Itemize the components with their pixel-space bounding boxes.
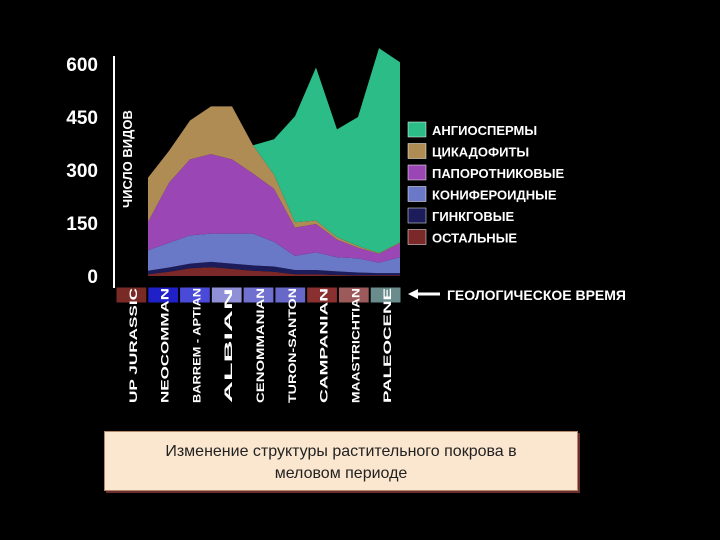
time-arrow-label: ГЕОЛОГИЧЕСКОЕ ВРЕМЯ (447, 287, 626, 303)
legend-label: ГИНКГОВЫЕ (432, 209, 514, 224)
legend: АНГИОСПЕРМЫ ЦИКАДОФИТЫ ПАПОРОТНИКОВЫЕ КОНИФ… (407, 121, 564, 246)
period-label: CAMPANIAN (319, 288, 331, 403)
area-series-5 (148, 48, 400, 254)
period-label: ALBIAN (223, 288, 235, 403)
y-tick-label: 0 (87, 267, 98, 288)
y-tick-label: 300 (66, 161, 98, 182)
period-segment (306, 286, 338, 304)
period-segment (147, 286, 180, 304)
area-series-1 (148, 261, 400, 276)
y-tick-label: 600 (66, 55, 98, 76)
period-label: MAASTRICHTIAN (350, 288, 362, 403)
period-label: BARREM - APTIAN (191, 288, 203, 403)
time-arrow-head-icon (408, 289, 418, 299)
legend-label: ПАПОРОТНИКОВЫЕ (432, 166, 564, 181)
geologic-period-bar: UP JURASSIC NEOCOMMAN BARREM - APTIAN ALBIA… (115, 286, 402, 403)
caption-line-2: меловом периоде (274, 465, 408, 482)
legend-swatch (407, 186, 427, 202)
legend-swatch (407, 143, 427, 159)
legend-swatch (407, 207, 427, 224)
period-label: CENOMMANIAN (255, 288, 267, 403)
area-series-4 (148, 106, 400, 254)
area-series-0 (148, 267, 400, 276)
period-label: UP JURASSIC (128, 288, 140, 403)
y-tick-label: 150 (66, 214, 98, 235)
legend-label: АНГИОСПЕРМЫ (432, 123, 537, 138)
legend-label: КОНИФЕРОИДНЫЕ (432, 188, 557, 203)
period-segment (210, 286, 243, 304)
legend-swatch (407, 229, 427, 245)
period-segment (274, 286, 307, 304)
legend-swatch (407, 164, 427, 181)
caption-line-1: Изменение структуры растительного покров… (165, 443, 517, 460)
period-segment (115, 286, 148, 304)
legend-label: ЦИКАДОФИТЫ (432, 145, 529, 160)
y-axis: 0 150 300 450 600 (66, 55, 115, 288)
y-axis-label: ЧИСЛО ВИДОВ (120, 110, 135, 208)
period-segment (179, 286, 211, 304)
period-segment (242, 286, 275, 304)
area-series-2 (148, 233, 400, 274)
legend-swatch (407, 121, 427, 138)
period-segment (337, 286, 370, 304)
period-segment (369, 286, 402, 304)
caption-box: Изменение структуры растительного покров… (104, 431, 578, 491)
period-label: TURON-SANTON (287, 288, 299, 403)
area-series-3 (148, 154, 400, 263)
period-label: PALEOCENE (382, 288, 394, 403)
period-label: NEOCOMMAN (160, 288, 172, 403)
time-arrow: ГЕОЛОГИЧЕСКОЕ ВРЕМЯ (408, 287, 626, 303)
y-tick-label: 450 (66, 108, 98, 129)
stacked-areas (148, 48, 400, 276)
legend-label: ОСТАЛЬНЫЕ (432, 231, 517, 246)
